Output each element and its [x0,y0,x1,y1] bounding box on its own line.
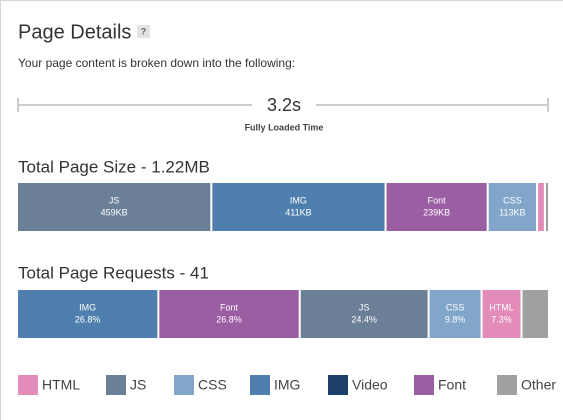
segment [300,290,428,338]
segment-label: 26.8% [75,314,101,324]
legend-label: JS [130,377,146,393]
legend-swatch [250,375,270,395]
legend-label: IMG [274,377,300,393]
segment-label: 411KB [285,207,311,217]
segment [538,183,544,231]
size-title: Total Page Size - 1.22MB [18,157,210,176]
segment-name: CSS [503,195,522,205]
segment-name: CSS [446,302,465,312]
requests-title: Total Page Requests - 41 [18,263,209,282]
loaded-time: 3.2s [267,95,301,115]
segment [159,290,299,338]
segment-name: Font [428,195,447,205]
segment-label: 113KB [499,207,525,217]
legend-label: Font [438,377,466,393]
segment [522,290,548,338]
segment-label: 26.8% [216,314,242,324]
legend-label: HTML [42,377,80,393]
segment [18,183,211,231]
legend-label: CSS [198,377,227,393]
subtitle: Your page content is broken down into th… [18,56,295,70]
segment-label: 24.4% [351,314,377,324]
loaded-time-label: Fully Loaded Time [245,122,324,132]
segment-label: 9.8% [445,314,466,324]
segment-name: HTML [489,302,514,312]
segment-name: JS [359,302,370,312]
legend-label: Other [521,377,556,393]
segment [386,183,487,231]
segment-name: JS [109,195,120,205]
segment [429,290,481,338]
legend-label: Video [352,377,388,393]
segment-name: Font [220,302,239,312]
legend-swatch [174,375,194,395]
segment-label: 7.3% [491,314,512,324]
help-text[interactable]: ? [141,26,147,36]
segment-label: 459KB [101,207,128,217]
segment [482,290,521,338]
legend-swatch [18,375,38,395]
help-icon[interactable] [137,25,150,38]
timeline [17,98,549,112]
segment-label: 239KB [423,207,450,217]
legend-swatch [414,375,434,395]
segment-name: IMG [79,302,96,312]
segment [545,183,548,231]
segment-name: IMG [290,195,307,205]
legend-swatch [328,375,348,395]
panel-title: Page Details [18,21,131,43]
segment [488,183,537,231]
segment [212,183,385,231]
segment [18,290,158,338]
legend-swatch [106,375,126,395]
legend-swatch [497,375,517,395]
